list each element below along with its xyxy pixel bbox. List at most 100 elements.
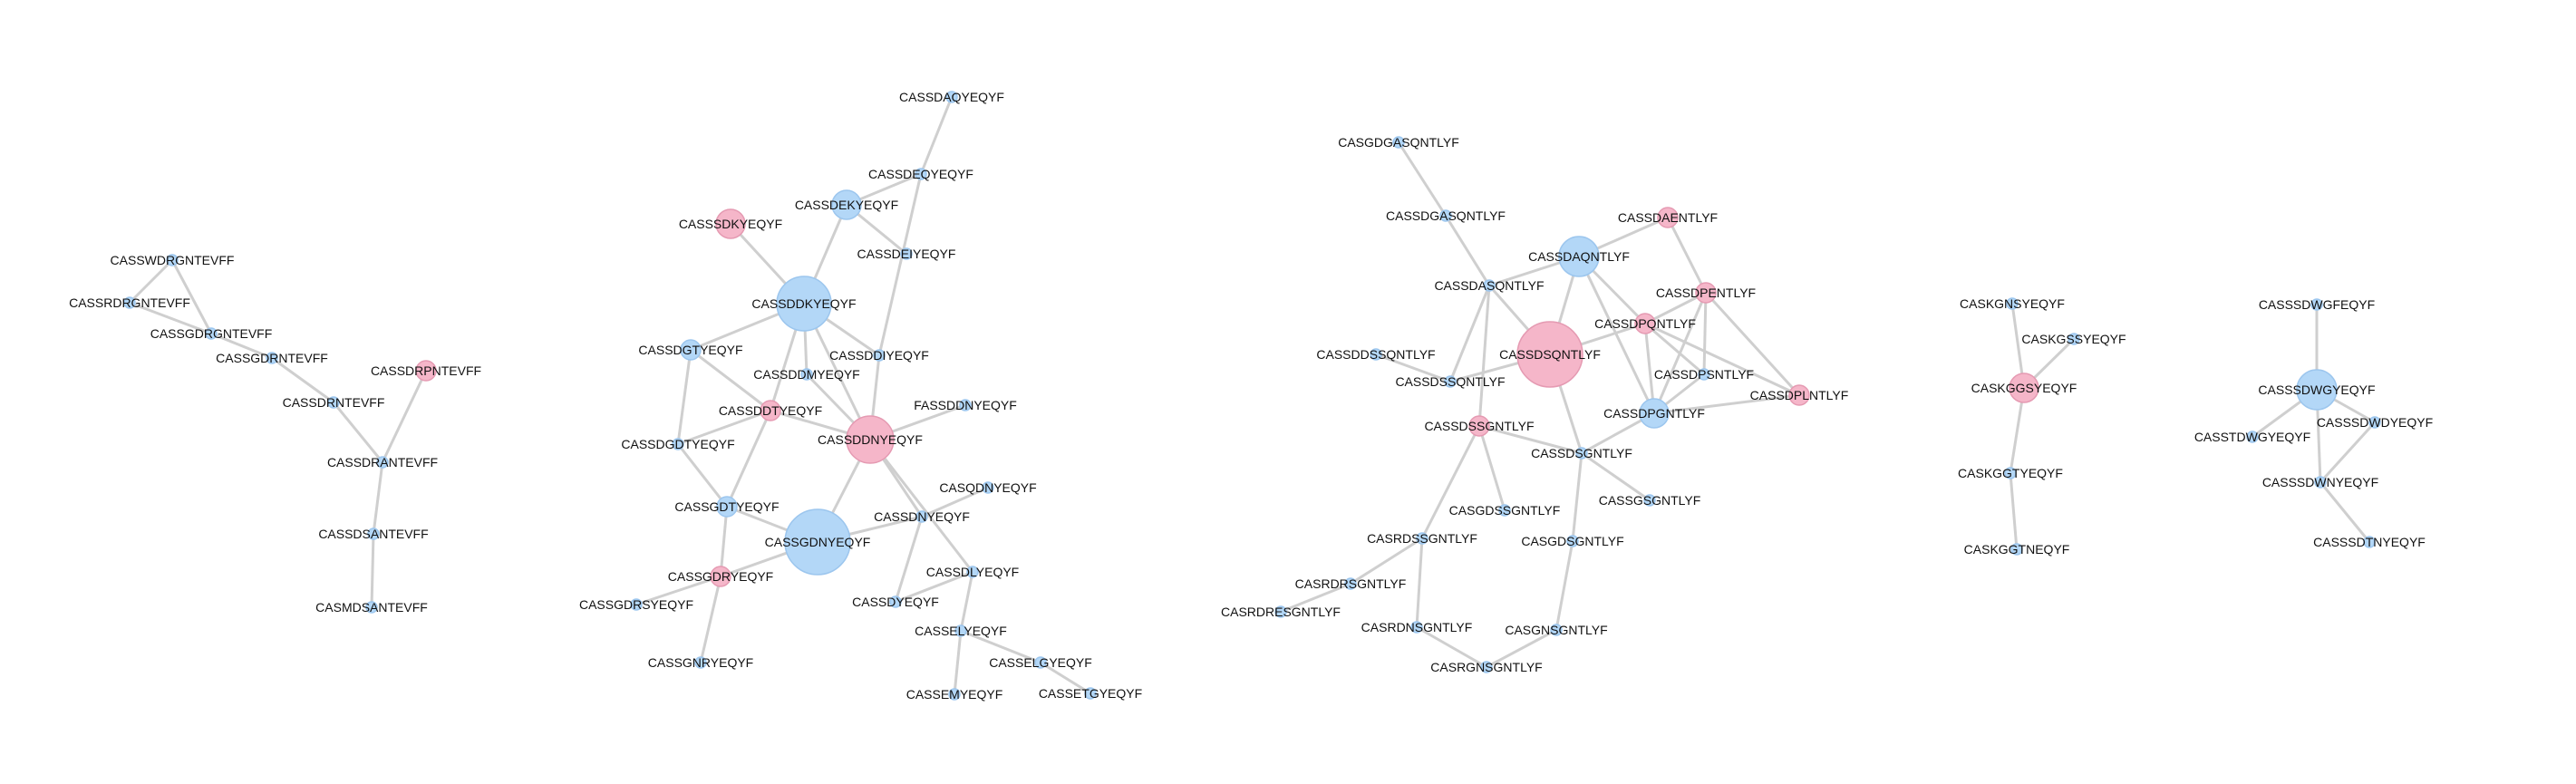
edge xyxy=(332,402,384,463)
node-casgdssgntlyf[interactable] xyxy=(1498,504,1511,517)
edge xyxy=(372,461,384,535)
node-cassdpqntlyf[interactable] xyxy=(1634,313,1656,334)
node-cassdaqntlyf[interactable] xyxy=(1558,236,1600,277)
node-cassdgdtyeqyf[interactable] xyxy=(672,438,684,450)
node-cassdgasqntlyf[interactable] xyxy=(1439,209,1452,222)
node-label: CASSELGYEQYF xyxy=(989,655,1092,670)
node-cassdnyeqyf[interactable] xyxy=(915,510,928,523)
node-cassdrpntevff[interactable] xyxy=(415,360,437,382)
edge xyxy=(128,258,174,305)
node-cassdpentlyf[interactable] xyxy=(1695,282,1717,304)
node-label: FASSDDNYEQYF xyxy=(914,398,1017,412)
node-cassgdrsyeqyf[interactable] xyxy=(630,598,643,611)
edge xyxy=(725,410,772,508)
node-cassdyeqyf[interactable] xyxy=(889,595,902,608)
node-cassdaqyeqyf[interactable] xyxy=(945,91,958,103)
node-cassdsgntlyf[interactable] xyxy=(1575,447,1588,460)
node-cassrdrgntevff[interactable] xyxy=(123,296,136,309)
node-casswdrgntevff[interactable] xyxy=(166,254,179,266)
node-casgnsgntlyf[interactable] xyxy=(1550,624,1563,636)
node-casssdwnyeqyf[interactable] xyxy=(2314,476,2327,489)
node-cassdssgntlyf[interactable] xyxy=(1468,415,1490,437)
node-cassgdnyeqyf[interactable] xyxy=(784,508,851,576)
node-label: CASSDAQNTLYF xyxy=(1528,249,1630,264)
edge xyxy=(2319,421,2377,484)
node-label: CASSDYEQYF xyxy=(852,595,939,609)
node-cassdpsntlyf[interactable] xyxy=(1698,368,1710,381)
edge xyxy=(1375,353,1451,383)
node-cassddssqntlyf[interactable] xyxy=(1370,348,1382,361)
node-cassdekyeqyf[interactable] xyxy=(831,189,862,220)
node-cassdrantevff[interactable] xyxy=(376,456,389,469)
node-caskggsyeqyf[interactable] xyxy=(2009,373,2039,403)
node-label: CASSDPGNTLYF xyxy=(1603,406,1705,421)
node-casssdkyeqyf[interactable] xyxy=(715,208,746,239)
node-caskgnsyeqyf[interactable] xyxy=(2006,297,2019,310)
node-caskggtneqyf[interactable] xyxy=(2010,543,2023,556)
node-casgdgasqntlyf[interactable] xyxy=(1392,136,1405,149)
edge xyxy=(1554,540,1574,631)
edge xyxy=(960,629,1041,664)
node-label: CASGDGASQNTLYF xyxy=(1338,135,1459,150)
node-fassddnyeqyf[interactable] xyxy=(959,399,972,411)
node-cassddmyeqyf[interactable] xyxy=(800,368,813,381)
node-casssdwgyeqyf[interactable] xyxy=(2296,369,2338,411)
node-cassgdtyeqyf[interactable] xyxy=(716,496,738,518)
node-label: CASSDPQNTLYF xyxy=(1594,316,1696,331)
node-cassddnyeqyf[interactable] xyxy=(846,415,895,464)
node-cassdrntevff[interactable] xyxy=(327,396,340,409)
node-cassgdryeqyf[interactable] xyxy=(710,566,731,587)
node-cassdasqntlyf[interactable] xyxy=(1483,279,1496,292)
node-label: CASSSDWDYEQYF xyxy=(2317,415,2433,430)
node-cassetgyeqyf[interactable] xyxy=(1084,687,1097,700)
node-casrgnsgntlyf[interactable] xyxy=(1480,661,1493,673)
node-casssdwgfeqyf[interactable] xyxy=(2310,298,2323,311)
edge xyxy=(676,443,729,508)
node-label: CASSGDRNTEVFF xyxy=(216,351,328,365)
node-cassgdrntevff[interactable] xyxy=(266,352,278,364)
edge xyxy=(1350,537,1423,586)
node-label: CASSSDWGFEQYF xyxy=(2259,297,2375,312)
edge xyxy=(210,332,273,360)
node-cassdeqyeqyf[interactable] xyxy=(915,168,927,180)
node-cassdpgntlyf[interactable] xyxy=(1639,398,1670,429)
node-cassdssqntlyf[interactable] xyxy=(1444,375,1457,388)
edge xyxy=(877,173,923,356)
node-caskggtyeqyf[interactable] xyxy=(2004,467,2017,479)
node-cassdplntlyf[interactable] xyxy=(1788,384,1810,406)
node-cassgdrgntevff[interactable] xyxy=(205,327,218,340)
node-casssdtnyeqyf[interactable] xyxy=(2363,536,2376,548)
node-casqdnyeqyf[interactable] xyxy=(982,481,994,494)
node-cassdeiyeqyf[interactable] xyxy=(900,247,913,260)
edge xyxy=(1416,625,1487,669)
node-cassdgtyeqyf[interactable] xyxy=(680,339,702,361)
node-cassemyeqyf[interactable] xyxy=(948,688,961,701)
node-caskgssyeqyf[interactable] xyxy=(2068,333,2080,345)
node-casrdresgntlyf[interactable] xyxy=(1274,605,1287,618)
node-casselyeqyf[interactable] xyxy=(954,624,967,637)
node-casmdsantevff[interactable] xyxy=(365,601,378,614)
edge xyxy=(381,370,428,463)
node-cassddtyeqyf[interactable] xyxy=(760,400,781,421)
edge xyxy=(1644,291,1707,325)
node-label: CASSDEIYEQYF xyxy=(857,247,956,261)
node-casrdrsgntlyf[interactable] xyxy=(1344,577,1357,590)
node-cassddkyeqyf[interactable] xyxy=(776,276,832,332)
node-cassdlyeqyf[interactable] xyxy=(966,566,979,578)
node-casssdwdyeqyf[interactable] xyxy=(2368,416,2381,429)
node-cassddiyeqyf[interactable] xyxy=(873,349,886,362)
node-cassgsgntlyf[interactable] xyxy=(1643,494,1656,507)
node-casgdsgntlyf[interactable] xyxy=(1566,535,1579,547)
node-cassgnryeqyf[interactable] xyxy=(694,656,707,669)
node-casrdssgntlyf[interactable] xyxy=(1416,532,1428,545)
node-casrdnsgntlyf[interactable] xyxy=(1410,621,1423,634)
node-cassdsqntlyf[interactable] xyxy=(1516,321,1583,388)
edge xyxy=(1397,141,1448,217)
node-label: CASSEMYEQYF xyxy=(906,687,1003,702)
node-casselgyeqyf[interactable] xyxy=(1034,656,1047,669)
node-casstdwgyeqyf[interactable] xyxy=(2246,431,2259,443)
edge xyxy=(676,349,692,445)
edge xyxy=(953,630,963,695)
node-cassdsantevff[interactable] xyxy=(367,528,380,540)
node-cassdaentlyf[interactable] xyxy=(1657,207,1679,228)
